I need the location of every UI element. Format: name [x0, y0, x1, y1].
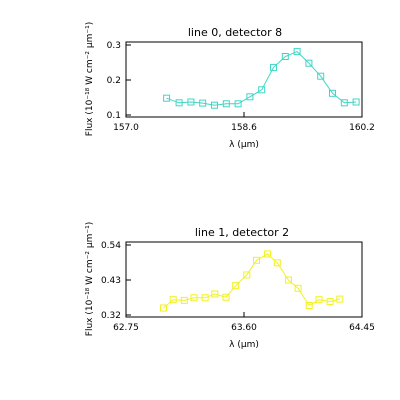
data-point-marker — [234, 100, 242, 108]
y-tick-label: 0.3 — [107, 41, 121, 51]
x-tick-label: 158.6 — [231, 123, 257, 133]
chart-line-1-detector-2: line 1, detector 2 λ (μm) Flux (10⁻¹⁸ W … — [85, 222, 375, 350]
data-point-marker — [352, 98, 360, 106]
data-point-marker — [180, 296, 188, 304]
y-tick-label: 0.2 — [107, 76, 121, 86]
data-point-marker — [284, 276, 292, 284]
data-point-marker — [187, 98, 195, 106]
plot-frame — [125, 241, 363, 318]
data-point-marker — [211, 101, 218, 109]
data-point-marker — [270, 63, 277, 71]
data-point-marker — [160, 304, 167, 312]
plot-frame — [125, 41, 363, 118]
data-point-marker — [243, 271, 251, 279]
data-point-marker — [329, 89, 336, 97]
y-axis-label: Flux (10⁻¹⁸ W cm⁻² μm⁻¹) — [85, 22, 95, 136]
data-point-marker — [317, 72, 325, 80]
chart-title: line 0, detector 8 — [188, 26, 282, 39]
data-point-marker — [340, 99, 348, 107]
chart-title: line 1, detector 2 — [195, 226, 289, 239]
data-point-marker — [293, 48, 301, 56]
data-point-marker — [281, 53, 289, 60]
data-point-marker — [199, 99, 207, 107]
data-point-marker — [222, 293, 230, 301]
data-point-marker — [258, 86, 266, 94]
data-point-marker — [273, 259, 281, 267]
data-point-marker — [163, 94, 171, 102]
x-tick-label: 64.45 — [349, 323, 375, 333]
series-line — [166, 51, 357, 106]
data-point-marker — [201, 294, 209, 302]
data-point-marker — [336, 295, 344, 303]
y-axis-label: Flux (10⁻¹⁸ W cm⁻² μm⁻¹) — [85, 222, 95, 336]
data-point-marker — [211, 290, 219, 298]
x-tick-label: 157.0 — [113, 123, 139, 133]
x-axis-label: λ (μm) — [229, 140, 259, 150]
series-line — [163, 253, 340, 309]
data-point-marker — [294, 284, 302, 292]
data-point-marker — [264, 250, 272, 258]
data-point-marker — [315, 296, 323, 304]
data-point-marker — [253, 256, 260, 264]
data-point-marker — [305, 302, 313, 309]
y-tick-label: 0.32 — [101, 311, 121, 321]
x-axis-label: λ (μm) — [229, 340, 259, 350]
data-point-marker — [169, 296, 177, 304]
x-tick-label: 160.2 — [349, 123, 375, 133]
data-point-marker — [232, 282, 240, 290]
data-point-marker — [222, 100, 230, 108]
data-point-marker — [190, 294, 198, 302]
data-point-marker — [326, 298, 334, 306]
y-tick-label: 0.54 — [101, 241, 121, 251]
x-tick-label: 63.60 — [231, 323, 257, 333]
chart-line-0-detector-8: line 0, detector 8 λ (μm) Flux (10⁻¹⁸ W … — [85, 22, 375, 150]
y-tick-label: 0.43 — [101, 276, 121, 286]
y-tick-label: 0.1 — [107, 111, 121, 121]
data-point-marker — [175, 99, 183, 107]
data-point-marker — [246, 93, 254, 101]
data-point-marker — [305, 59, 313, 67]
x-tick-label: 62.75 — [113, 323, 139, 333]
